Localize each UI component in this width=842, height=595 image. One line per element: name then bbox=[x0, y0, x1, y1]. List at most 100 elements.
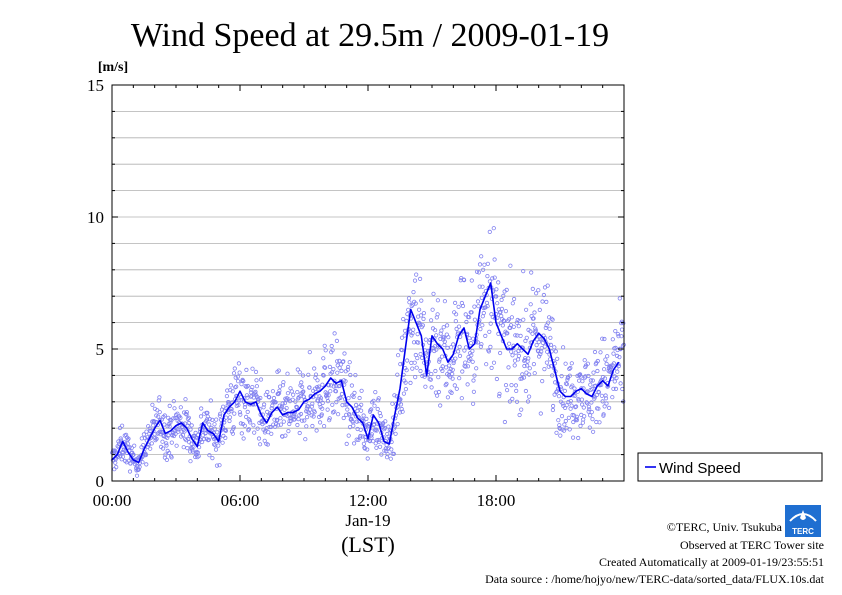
scatter-point bbox=[326, 382, 331, 388]
scatter-point bbox=[546, 320, 551, 325]
scatter-point bbox=[418, 368, 423, 374]
scatter-point bbox=[185, 416, 190, 421]
scatter-point bbox=[215, 430, 220, 435]
scatter-point bbox=[388, 456, 393, 461]
scatter-point bbox=[227, 415, 233, 420]
y-tick-label: 5 bbox=[96, 340, 105, 359]
scatter-point bbox=[506, 317, 511, 322]
chart-title: Wind Speed at 29.5m / 2009-01-19 bbox=[131, 17, 609, 54]
scatter-point bbox=[188, 427, 193, 432]
scatter-point bbox=[488, 321, 493, 326]
scatter-point bbox=[530, 286, 535, 291]
scatter-point bbox=[524, 335, 529, 340]
scatter-point bbox=[481, 310, 486, 316]
scatter-point bbox=[477, 262, 483, 267]
scatter-point bbox=[166, 433, 171, 438]
scatter-point bbox=[452, 383, 457, 388]
terc-logo: TERC bbox=[785, 505, 821, 537]
scatter-point bbox=[485, 304, 490, 309]
scatter-point bbox=[570, 383, 575, 388]
scatter-point bbox=[157, 409, 162, 415]
scatter-point bbox=[278, 422, 283, 427]
scatter-point bbox=[320, 400, 325, 405]
scatter-point bbox=[244, 393, 249, 398]
y-tick-label: 15 bbox=[87, 76, 104, 95]
scatter-point bbox=[614, 353, 620, 358]
scatter-point bbox=[479, 254, 484, 259]
scatter-point bbox=[451, 342, 456, 347]
scatter-point bbox=[607, 369, 612, 374]
scatter-point bbox=[550, 317, 555, 322]
scatter-point bbox=[586, 373, 591, 379]
scatter-point bbox=[439, 328, 444, 333]
scatter-point bbox=[619, 334, 624, 339]
scatter-point bbox=[409, 333, 414, 338]
scatter-point bbox=[128, 461, 133, 466]
scatter-point bbox=[517, 318, 522, 324]
scatter-point bbox=[191, 445, 196, 450]
scatter-point bbox=[277, 388, 282, 393]
scatter-point bbox=[358, 408, 364, 413]
scatter-point bbox=[378, 413, 383, 419]
scatter-point bbox=[393, 431, 398, 436]
x-tick-label: 06:00 bbox=[221, 491, 260, 510]
scatter-point bbox=[323, 348, 328, 353]
scatter-point bbox=[485, 273, 490, 279]
scatter-point bbox=[162, 422, 167, 427]
scatter-point bbox=[604, 361, 609, 366]
created-note: Created Automatically at 2009-01-19/23:5… bbox=[599, 555, 824, 569]
scatter-point bbox=[361, 413, 366, 418]
scatter-point bbox=[330, 402, 335, 407]
scatter-point bbox=[453, 356, 458, 361]
scatter-point bbox=[301, 389, 306, 394]
scatter-point bbox=[223, 428, 228, 433]
scatter-point bbox=[208, 398, 213, 403]
scatter-point bbox=[233, 375, 238, 380]
scatter-point bbox=[242, 404, 247, 410]
scatter-point bbox=[447, 363, 452, 368]
scatter-point bbox=[415, 355, 420, 361]
scatter-point bbox=[506, 341, 512, 346]
scatter-point bbox=[307, 349, 312, 355]
scatter-point bbox=[618, 381, 623, 386]
scatter-point bbox=[171, 399, 176, 404]
scatter-point bbox=[399, 335, 405, 340]
scatter-point bbox=[492, 275, 497, 280]
scatter-point bbox=[162, 413, 167, 418]
scatter-point bbox=[539, 337, 544, 342]
scatter-point bbox=[421, 310, 426, 316]
scatter-point bbox=[280, 401, 285, 406]
scatter-point bbox=[581, 405, 586, 410]
scatter-point bbox=[560, 345, 566, 350]
scatter-point bbox=[542, 366, 547, 372]
scatter-point bbox=[620, 343, 626, 348]
scatter-point bbox=[616, 363, 622, 369]
scatter-point bbox=[127, 445, 132, 450]
scatter-point bbox=[472, 317, 477, 322]
scatter-point bbox=[376, 396, 381, 401]
scatter-point bbox=[333, 383, 338, 389]
scatter-point bbox=[494, 376, 499, 382]
scatter-point bbox=[261, 405, 266, 410]
scatter-point bbox=[450, 371, 455, 377]
scatter-point bbox=[540, 299, 545, 304]
scatter-point bbox=[136, 467, 141, 472]
scatter-point bbox=[371, 439, 376, 444]
scatter-point bbox=[125, 441, 130, 446]
scatter-point bbox=[533, 326, 538, 331]
scatter-point bbox=[440, 368, 445, 373]
scatter-point bbox=[339, 368, 344, 373]
y-axis-unit-label: [m/s] bbox=[98, 60, 128, 75]
scatter-point bbox=[299, 380, 304, 385]
scatter-point bbox=[309, 404, 314, 409]
scatter-point bbox=[492, 257, 497, 262]
scatter-point bbox=[573, 393, 578, 398]
scatter-point bbox=[160, 439, 165, 444]
scatter-point bbox=[320, 372, 326, 378]
scatter-point bbox=[320, 406, 325, 411]
scatter-point bbox=[450, 367, 455, 372]
scatter-point bbox=[604, 401, 609, 406]
scatter-point bbox=[523, 307, 529, 312]
scatter-point bbox=[311, 414, 316, 419]
scatter-point bbox=[547, 326, 552, 331]
